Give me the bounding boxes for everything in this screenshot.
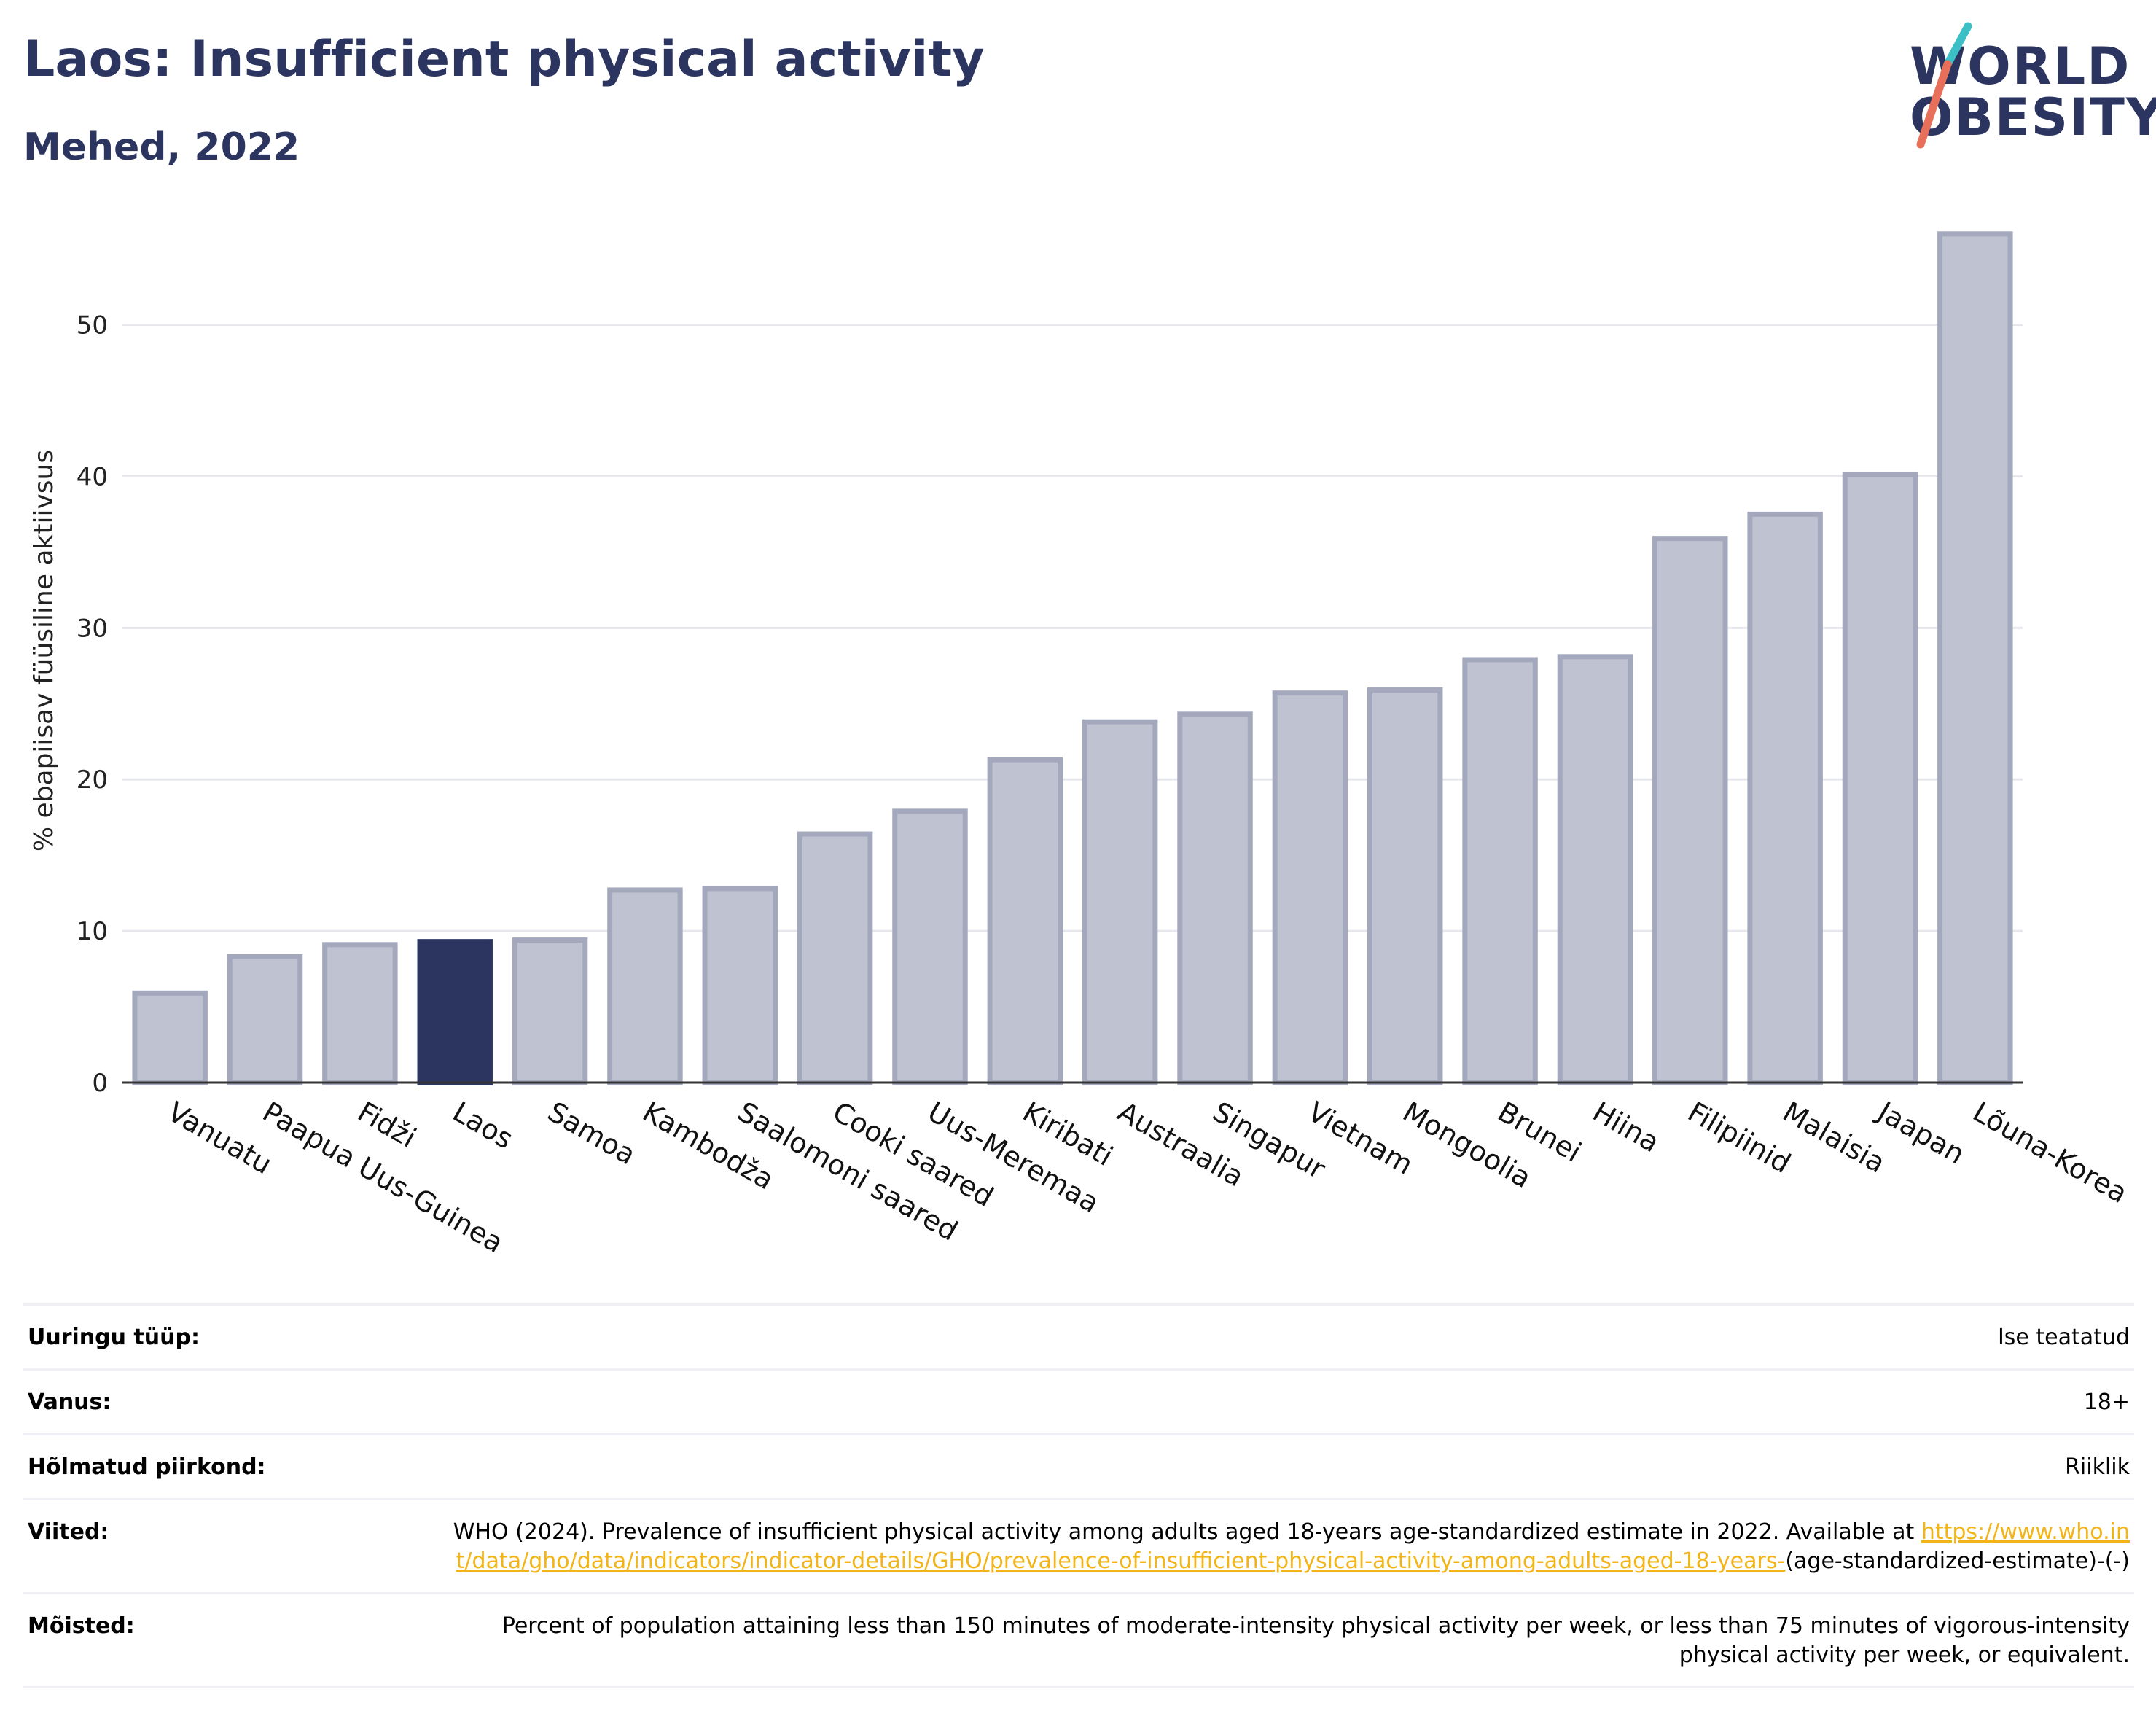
bar — [512, 937, 588, 1085]
bar — [987, 757, 1063, 1085]
x-tick-label: Filipiinid — [1682, 1096, 1796, 1180]
bar — [797, 831, 873, 1085]
references-link[interactable]: https://www.who.int/data/gho/data/indica… — [456, 1519, 2130, 1574]
logo-line-2: OBESITY — [1910, 87, 2156, 147]
bar — [132, 990, 208, 1085]
world-obesity-logo: WORLD OBESITY — [1895, 20, 2156, 159]
bar — [1367, 687, 1443, 1085]
page-title: Laos: Insufficient physical activity — [23, 31, 985, 88]
references-text: WHO (2024). Prevalence of insufficient p… — [453, 1519, 1915, 1545]
info-label: Uuringu tüüp: — [28, 1325, 200, 1350]
bar — [607, 887, 683, 1085]
bar — [1177, 711, 1253, 1085]
y-tick-label: 30 — [77, 614, 108, 643]
bar — [417, 939, 493, 1085]
bar — [1937, 231, 2013, 1085]
info-row-definitions: Mõisted: Percent of population attaining… — [23, 1593, 2134, 1688]
x-tick-label: Laos — [448, 1096, 519, 1155]
info-row-age: Vanus: 18+ — [23, 1369, 2134, 1435]
page-subtitle: Mehed, 2022 — [23, 125, 300, 169]
x-tick-label: Vanuatu — [163, 1096, 278, 1180]
y-tick-label: 50 — [77, 311, 108, 340]
y-tick-label: 20 — [77, 765, 108, 795]
bar — [1747, 511, 1823, 1085]
bar — [1082, 719, 1158, 1085]
bar — [322, 942, 398, 1085]
info-label: Hõlmatud piirkond: — [28, 1454, 266, 1480]
bar — [1652, 536, 1728, 1085]
x-tick-label: Malaisia — [1778, 1096, 1891, 1180]
info-value: 18+ — [2083, 1389, 2130, 1415]
info-row-coverage: Hõlmatud piirkond: Riiklik — [23, 1434, 2134, 1500]
bar — [892, 808, 968, 1085]
definitions-value: Percent of population attaining less tha… — [501, 1613, 2130, 1668]
y-tick-label: 0 — [92, 1069, 108, 1098]
bar — [1842, 472, 1918, 1085]
bar — [227, 954, 303, 1085]
bar — [702, 886, 778, 1085]
info-value: Ise teatatud — [1997, 1325, 2130, 1350]
references-suffix: (age-standardized-estimate)-(-) — [1785, 1548, 2130, 1574]
x-tick-label: Fidži — [352, 1096, 421, 1154]
x-tick-label: Lõuna-Korea — [1967, 1096, 2133, 1209]
info-row-survey-type: Uuringu tüüp: Ise teatatud — [23, 1304, 2134, 1370]
info-label: Vanus: — [28, 1389, 112, 1415]
info-row-references: Viited: WHO (2024). Prevalence of insuff… — [23, 1499, 2134, 1594]
bar-chart: 0 10 20 30 40 50 % ebapiisav füüsiline aktiivs… — [29, 231, 2133, 1259]
bar — [1272, 690, 1348, 1085]
y-tick-label: 40 — [77, 462, 108, 491]
logo-slash-icon — [1916, 22, 1972, 149]
y-tick-label: 10 — [77, 917, 108, 946]
references-value: WHO (2024). Prevalence of insufficient p… — [440, 1500, 2134, 1594]
y-axis-label: % ebapiisav füüsiline aktiivsus — [29, 450, 59, 851]
info-label: Viited: — [28, 1519, 109, 1545]
info-table: Uuringu tüüp: Ise teatatud Vanus: 18+ Hõ… — [23, 1303, 2134, 1688]
x-tick-label: Samoa — [542, 1096, 641, 1171]
bar — [1462, 657, 1538, 1085]
info-label: Mõisted: — [28, 1613, 135, 1639]
bar — [1557, 654, 1633, 1085]
x-tick-label: Hiina — [1587, 1096, 1665, 1159]
info-value: Riiklik — [2065, 1454, 2130, 1480]
